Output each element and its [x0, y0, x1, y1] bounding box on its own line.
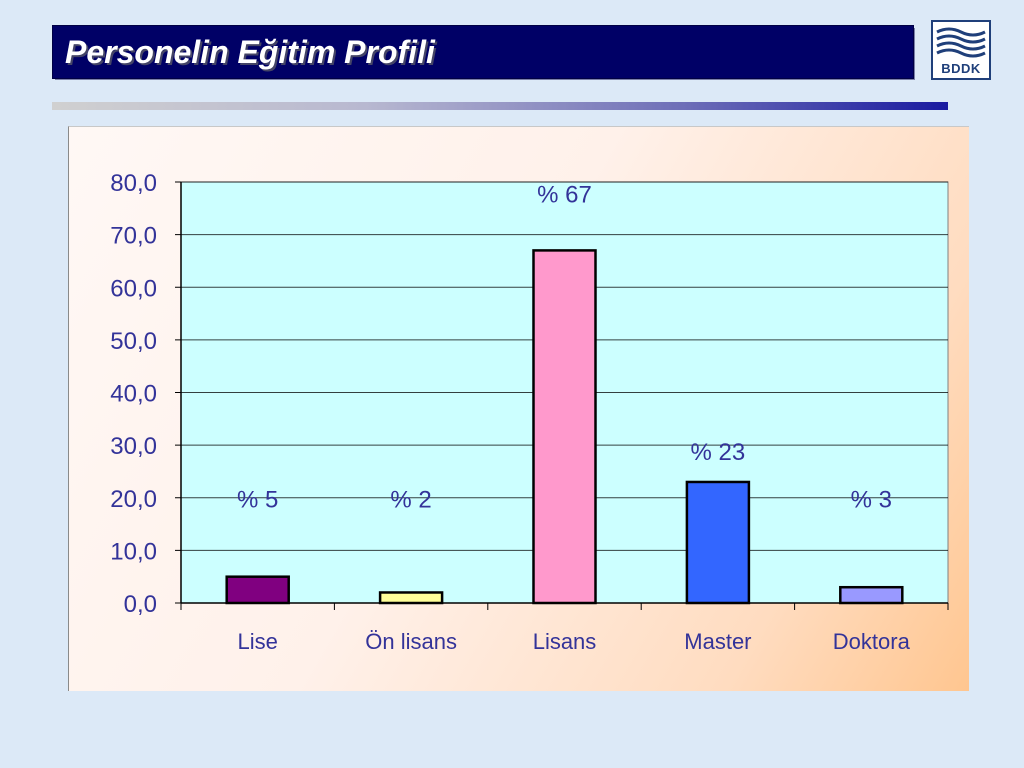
chart-frame: 0,0 10,0 20,0 30,0 40,0 50,0 60,0 70,0 80,0 % 5 Li…	[68, 126, 969, 691]
x-tick-label: Lise	[238, 629, 278, 654]
y-tick-label: 70,0	[110, 223, 157, 250]
x-tick-label: Master	[684, 629, 751, 654]
logo-waves-icon	[936, 27, 986, 58]
logo-text: BDDK	[941, 61, 981, 76]
bar-lisans	[532, 249, 597, 605]
data-label: % 5	[237, 486, 278, 513]
y-tick-label: 60,0	[110, 275, 157, 302]
bar-doktora	[839, 585, 904, 605]
x-tick-label: Ön lisans	[365, 629, 457, 654]
data-label: % 23	[691, 439, 746, 466]
data-label: % 67	[537, 181, 592, 208]
page-title: Personelin Eğitim Profili	[65, 34, 435, 70]
bar-chart: 0,0 10,0 20,0 30,0 40,0 50,0 60,0 70,0 80,0 % 5 Li…	[110, 170, 949, 654]
y-tick-label: 0,0	[124, 591, 157, 618]
data-label: % 2	[390, 486, 431, 513]
x-tick-label: Doktora	[833, 629, 911, 654]
header-divider	[52, 102, 948, 110]
y-tick-label: 50,0	[110, 328, 157, 355]
bar-master	[685, 480, 751, 605]
y-tick-label: 30,0	[110, 433, 157, 460]
y-tick-label: 80,0	[110, 170, 157, 197]
x-tick-label: Lisans	[533, 629, 597, 654]
y-tick-label: 10,0	[110, 538, 157, 565]
y-tick-label: 40,0	[110, 381, 157, 408]
bar-lise	[225, 575, 290, 605]
bar-n-lisans	[378, 591, 444, 605]
y-tick-label: 20,0	[110, 486, 157, 513]
title-bar: Personelin Eğitim Profili	[52, 25, 914, 79]
data-label: % 3	[851, 486, 892, 513]
bddk-logo: BDDK	[931, 20, 991, 80]
